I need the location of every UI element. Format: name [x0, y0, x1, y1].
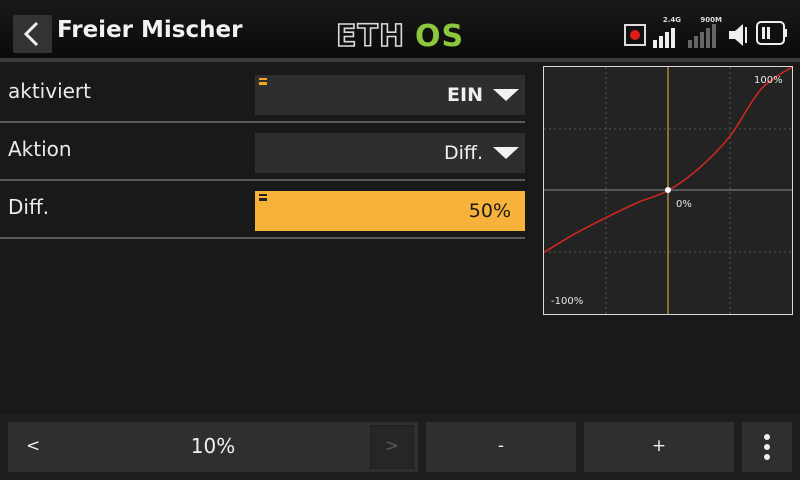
signal-900m-label: 900M: [700, 16, 722, 24]
signal-2g4-label: 2.4G: [662, 16, 681, 24]
svg-text:ETH: ETH: [336, 19, 405, 51]
header-bar: Freier Mischer ETH OS 2.4G 900M: [0, 0, 800, 62]
signal-2g4-icon: 2.4G: [651, 16, 681, 48]
action-dropdown[interactable]: Diff.: [255, 133, 525, 173]
dropdown-arrow-icon: [493, 89, 519, 101]
signal-900m-icon: 900M: [686, 16, 722, 48]
decrement-label: -: [497, 436, 505, 456]
action-label: Aktion: [8, 137, 72, 161]
diff-value: 50%: [468, 200, 511, 222]
enabled-value: EIN: [447, 84, 483, 106]
svg-text:OS: OS: [415, 19, 464, 51]
curve-center-point: [665, 187, 671, 193]
battery-icon: [756, 21, 788, 45]
record-icon: [624, 24, 646, 46]
increment-label: +: [651, 436, 667, 456]
menu-lines-icon: [259, 78, 267, 85]
graph-top-label: 100%: [754, 75, 783, 86]
back-button[interactable]: [13, 15, 52, 53]
bottom-toolbar: < 10% > - +: [0, 414, 800, 480]
increment-button[interactable]: +: [584, 422, 734, 472]
curve-graph: 100% 0% -100%: [543, 66, 793, 315]
graph-bottom-label: -100%: [551, 296, 583, 307]
row-diff: Diff. 50%: [0, 183, 525, 239]
action-value: Diff.: [443, 142, 483, 164]
dropdown-arrow-icon: [493, 147, 519, 159]
enabled-label: aktiviert: [8, 79, 91, 103]
ethos-logo: ETH OS: [335, 15, 466, 55]
back-arrow-icon: [23, 21, 39, 47]
diff-label: Diff.: [8, 195, 50, 219]
curve-chart: 100% 0% -100%: [544, 67, 792, 314]
step-value: 10%: [190, 434, 236, 458]
speaker-icon: [727, 22, 751, 48]
graph-center-label: 0%: [676, 199, 692, 210]
step-selector: < 10% >: [8, 422, 418, 472]
enabled-dropdown[interactable]: EIN: [255, 75, 525, 115]
decrement-button[interactable]: -: [426, 422, 576, 472]
more-menu-button[interactable]: [742, 422, 792, 472]
row-enabled: aktiviert EIN: [0, 67, 525, 123]
menu-lines-icon: [259, 194, 267, 201]
step-prev-button[interactable]: <: [26, 436, 41, 456]
page-title: Freier Mischer: [57, 17, 243, 43]
step-next-button[interactable]: >: [370, 425, 414, 469]
status-icons: 2.4G 900M: [624, 16, 788, 48]
step-next-label: >: [384, 436, 400, 456]
row-action: Aktion Diff.: [0, 125, 525, 181]
diff-value-field[interactable]: 50%: [255, 191, 525, 231]
